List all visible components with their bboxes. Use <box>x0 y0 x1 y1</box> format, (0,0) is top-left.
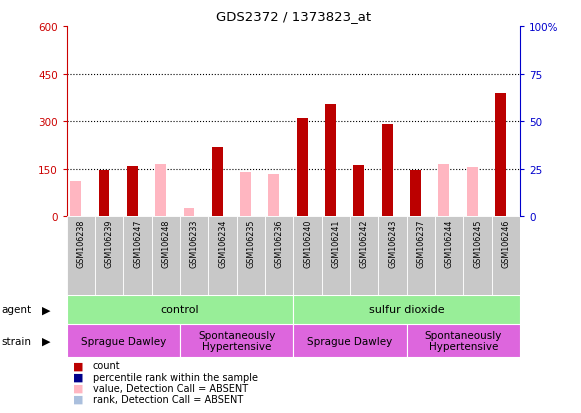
Bar <box>184 209 194 217</box>
Bar <box>378 217 407 295</box>
Text: GSM106239: GSM106239 <box>105 219 114 268</box>
Text: ■: ■ <box>73 383 83 393</box>
Text: Sprague Dawley: Sprague Dawley <box>307 336 393 346</box>
Text: Spontaneously
Hypertensive: Spontaneously Hypertensive <box>425 330 502 351</box>
Bar <box>212 147 223 217</box>
Bar <box>293 324 407 357</box>
Text: GSM106241: GSM106241 <box>331 219 340 268</box>
Bar <box>237 217 265 295</box>
Bar <box>382 125 393 217</box>
Text: GSM106235: GSM106235 <box>246 219 256 268</box>
Bar <box>123 217 152 295</box>
Text: GSM106247: GSM106247 <box>133 219 142 268</box>
Bar <box>410 171 421 217</box>
Bar <box>297 119 307 217</box>
Bar <box>240 173 251 217</box>
Text: Spontaneously
Hypertensive: Spontaneously Hypertensive <box>198 330 275 351</box>
Bar <box>67 295 293 324</box>
Text: GSM106246: GSM106246 <box>501 219 510 268</box>
Text: strain: strain <box>1 336 31 346</box>
Text: GDS2372 / 1373823_at: GDS2372 / 1373823_at <box>216 10 371 23</box>
Bar <box>67 324 180 357</box>
Bar <box>325 104 336 217</box>
Text: GSM106233: GSM106233 <box>190 219 199 268</box>
Text: ■: ■ <box>73 394 83 404</box>
Text: control: control <box>161 305 199 315</box>
Bar <box>155 164 166 217</box>
Bar <box>70 182 81 217</box>
Bar <box>209 217 237 295</box>
Text: Sprague Dawley: Sprague Dawley <box>81 336 166 346</box>
Text: ▶: ▶ <box>42 336 51 346</box>
Bar <box>495 93 506 217</box>
Text: GSM106237: GSM106237 <box>417 219 425 268</box>
Text: rank, Detection Call = ABSENT: rank, Detection Call = ABSENT <box>93 394 243 404</box>
Bar <box>350 217 378 295</box>
Text: sulfur dioxide: sulfur dioxide <box>369 305 444 315</box>
Text: GSM106243: GSM106243 <box>388 219 397 268</box>
Bar <box>464 217 492 295</box>
Bar <box>435 217 464 295</box>
Bar <box>99 171 109 217</box>
Bar <box>439 164 449 217</box>
Bar <box>67 217 95 295</box>
Bar <box>95 217 123 295</box>
Bar <box>407 217 435 295</box>
Bar <box>180 324 293 357</box>
Bar <box>353 166 364 217</box>
Text: agent: agent <box>1 305 31 315</box>
Text: GSM106244: GSM106244 <box>444 219 454 268</box>
Text: GSM106234: GSM106234 <box>218 219 227 268</box>
Text: GSM106248: GSM106248 <box>162 219 170 268</box>
Text: ■: ■ <box>73 361 83 370</box>
Text: GSM106242: GSM106242 <box>360 219 369 268</box>
Bar <box>467 168 478 217</box>
Bar <box>268 174 279 217</box>
Bar <box>322 217 350 295</box>
Text: percentile rank within the sample: percentile rank within the sample <box>93 372 258 382</box>
Text: GSM106238: GSM106238 <box>77 219 85 268</box>
Text: ▶: ▶ <box>42 305 51 315</box>
Bar <box>152 217 180 295</box>
Text: GSM106240: GSM106240 <box>303 219 312 268</box>
Text: GSM106236: GSM106236 <box>275 219 284 268</box>
Bar <box>407 324 520 357</box>
Text: ■: ■ <box>73 372 83 382</box>
Text: GSM106245: GSM106245 <box>473 219 482 268</box>
Bar <box>180 217 209 295</box>
Bar <box>127 166 138 217</box>
Text: value, Detection Call = ABSENT: value, Detection Call = ABSENT <box>93 383 248 393</box>
Bar <box>265 217 293 295</box>
Text: count: count <box>93 361 121 370</box>
Bar <box>293 217 322 295</box>
Bar <box>492 217 520 295</box>
Bar <box>293 295 520 324</box>
